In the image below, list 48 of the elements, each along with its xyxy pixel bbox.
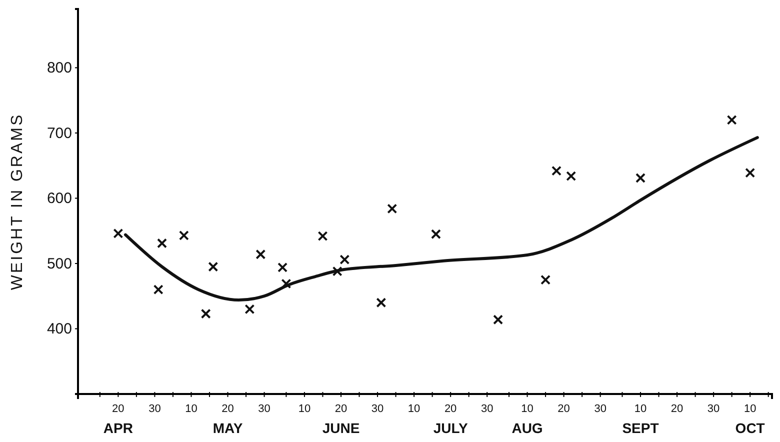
point xyxy=(244,304,255,314)
point xyxy=(636,173,646,184)
point xyxy=(113,228,124,238)
point xyxy=(726,114,737,125)
point xyxy=(256,249,266,260)
point xyxy=(153,284,164,295)
y-tick-label: 800 xyxy=(46,60,72,77)
point xyxy=(430,229,441,240)
x-tick-label: 20 APR xyxy=(103,402,133,436)
point xyxy=(376,298,386,308)
x-tick-label: 30 xyxy=(258,402,270,415)
point xyxy=(178,230,189,240)
point xyxy=(540,274,551,285)
point xyxy=(332,266,342,276)
point xyxy=(551,166,562,176)
y-tick-label: 500 xyxy=(46,255,72,272)
x-tick-label: 10 xyxy=(185,402,198,415)
y-axis-title: WEIGHT IN GRAMS xyxy=(9,112,26,290)
y-tick-label: 700 xyxy=(46,124,72,142)
x-tick-label: 10 SEPT xyxy=(622,402,660,436)
x-tick-label: 20 xyxy=(670,402,684,415)
point xyxy=(493,314,504,325)
point xyxy=(208,262,218,272)
x-tick-label: 30 xyxy=(148,402,161,415)
x-tick-label: 10 xyxy=(298,402,311,415)
point xyxy=(278,262,288,272)
x-tick-label: 20 xyxy=(558,402,570,415)
x-tick-label: 20 JULY xyxy=(433,402,468,436)
point xyxy=(200,308,211,319)
x-tick-label: 10 AUG xyxy=(512,402,543,436)
point xyxy=(566,171,576,182)
x-tick-label: 10 OCT xyxy=(735,402,766,436)
point xyxy=(745,168,756,178)
x-tick-label: 30 xyxy=(594,402,606,415)
x-tick-label: 20 MAY xyxy=(212,402,244,436)
line-series xyxy=(124,136,759,302)
x-tick-label: 30 xyxy=(707,402,720,415)
point xyxy=(157,238,168,248)
point xyxy=(340,254,350,265)
point xyxy=(387,204,398,214)
x-tick-label: 20 JUNE xyxy=(322,402,360,436)
x-tick-label: 10 xyxy=(408,402,420,415)
point xyxy=(318,231,328,242)
x-tick-label: 30 xyxy=(371,402,384,415)
y-tick-label: 400 xyxy=(46,320,72,338)
y-tick-label: 600 xyxy=(46,190,72,208)
point xyxy=(281,278,292,289)
x-tick-label: 30 xyxy=(480,402,494,415)
